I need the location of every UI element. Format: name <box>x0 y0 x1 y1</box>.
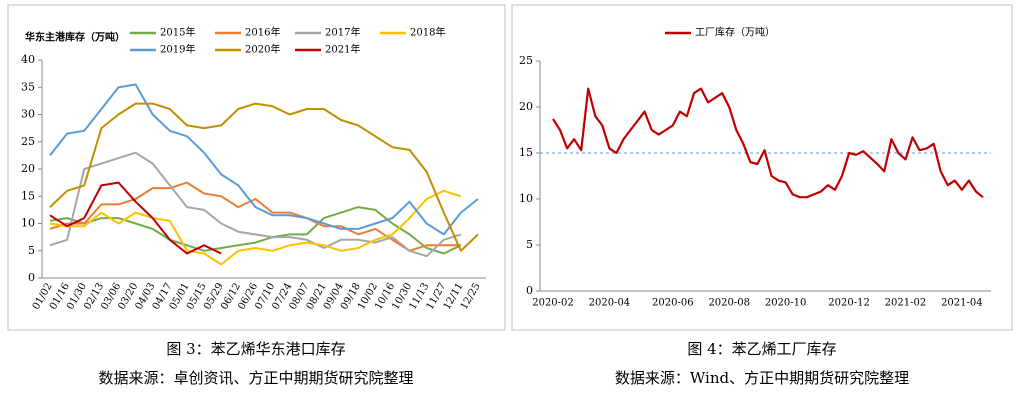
y-tick-label: 5 <box>28 244 35 257</box>
legend-label: 2018年 <box>410 26 445 39</box>
x-tick-label: 2020-10 <box>765 298 807 309</box>
y-tick-label: 40 <box>21 53 35 66</box>
panel-frame <box>511 4 1013 331</box>
legend-label: 2020年 <box>245 43 280 56</box>
caption: 图 3：苯乙烯华东港口库存 <box>166 340 345 358</box>
x-tick-label: 2020-02 <box>532 298 574 309</box>
y-tick-label: 25 <box>21 135 35 148</box>
y-tick-label: 0 <box>28 271 35 284</box>
legend-label: 2015年 <box>160 26 195 39</box>
y-tick-label: 5 <box>526 238 533 251</box>
series-line <box>49 189 462 266</box>
y-tick-label: 25 <box>519 54 533 67</box>
y-tick-label: 0 <box>526 284 533 297</box>
series-line <box>552 87 984 199</box>
series-line <box>49 181 222 255</box>
x-tick-label: 2020-12 <box>828 298 870 309</box>
legend-label: 2021年 <box>325 43 360 56</box>
y-tick-label: 20 <box>519 100 533 113</box>
x-tick-label: 2021-04 <box>941 298 983 309</box>
legend-label: 2017年 <box>325 26 360 39</box>
x-tick-label: 2021-02 <box>885 298 927 309</box>
series-line <box>49 181 461 252</box>
y-tick-label: 15 <box>519 146 533 159</box>
panel-frame <box>7 4 506 331</box>
series-line <box>49 102 479 252</box>
caption: 图 4：苯乙烯工厂库存 <box>687 340 836 358</box>
y-tick-label: 15 <box>21 189 35 202</box>
y-tick-label: 10 <box>21 217 35 230</box>
y-tick-label: 20 <box>21 162 35 175</box>
x-tick-label: 2020-06 <box>652 298 694 309</box>
x-tick-label: 2020-04 <box>589 298 631 309</box>
y-tick-label: 35 <box>21 80 35 93</box>
series-line <box>49 151 462 258</box>
legend-label: 2019年 <box>160 43 195 56</box>
x-tick-label: 2020-08 <box>708 298 750 309</box>
legend-label: 工厂库存（万吨） <box>695 26 775 39</box>
y-tick-label: 30 <box>21 108 35 121</box>
source: 数据来源：Wind、方正中期期货研究院整理 <box>615 369 909 387</box>
y-tick-label: 10 <box>519 192 533 205</box>
legend-label: 2016年 <box>245 26 280 39</box>
y-axis-title: 华东主港库存（万吨） <box>25 31 125 44</box>
source: 数据来源：卓创资讯、方正中期期货研究院整理 <box>98 369 413 387</box>
series-line <box>49 206 462 255</box>
series-line <box>49 83 479 236</box>
